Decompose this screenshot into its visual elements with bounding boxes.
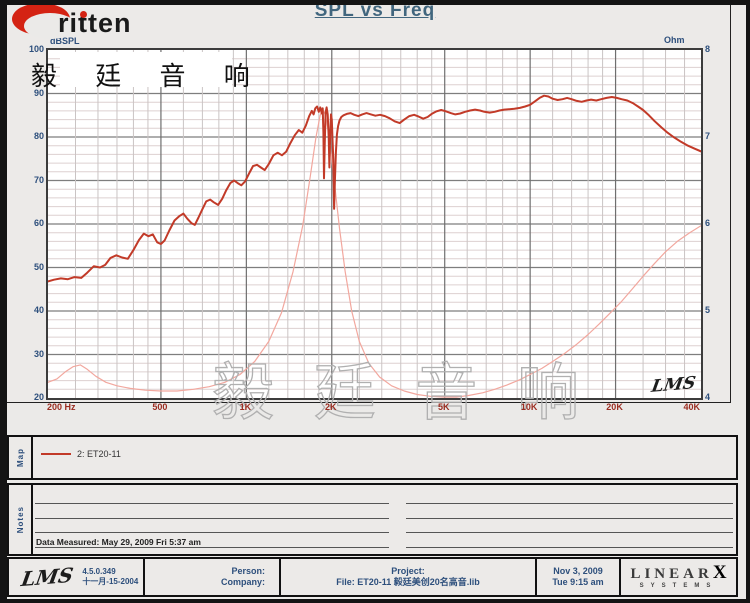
y-right-tick-label: 4 — [705, 392, 711, 402]
brand-strip-background — [60, 52, 232, 87]
y-right-tick-label: 7 — [705, 131, 711, 141]
series-impedance — [48, 108, 701, 398]
version-date: 十一月-15-2004 — [82, 577, 139, 586]
y-left-tick-label: 30 — [33, 348, 44, 359]
person-label: Person: — [231, 566, 265, 576]
legend-swatch — [41, 453, 71, 455]
note-line — [35, 547, 389, 548]
spl-vs-freq-plot — [48, 50, 701, 398]
x-tick-label: 10K — [520, 402, 538, 412]
x-tick-label: 5K — [437, 402, 450, 412]
note-line — [406, 532, 733, 533]
y-left-tick-label: 90 — [33, 87, 44, 98]
footer-person-cell: Person: Company: — [145, 559, 281, 595]
watermark-text: 毅 廷 音 响 — [211, 355, 590, 429]
x-tick-label: 500 — [152, 402, 168, 412]
y-right-tick-label: 6 — [705, 218, 711, 228]
legend-strip: Map 2: ET20-11 — [7, 435, 738, 480]
chart-frame — [0, 0, 731, 403]
lms-footer-logo: LMS — [19, 562, 75, 592]
linearx-x: X — [712, 561, 727, 583]
y-left-tick-label: 60 — [33, 218, 44, 228]
plot-area — [46, 48, 703, 400]
legend-item: 2: ET20-11 — [41, 449, 121, 459]
y-right-tick-label: 5 — [705, 305, 711, 315]
note-line — [406, 503, 733, 504]
footer-time: Tue 9:15 am — [552, 577, 604, 587]
brand-chinese-name: 毅 廷 音 响 — [31, 62, 265, 92]
company-label: Company: — [220, 577, 265, 587]
legend-side-label: Map — [15, 448, 25, 467]
lms-plot-logo: LMS — [650, 373, 698, 397]
note-line — [406, 547, 733, 548]
data-measured-text: Data Measured: May 29, 2009 Fri 5:37 am — [36, 537, 201, 547]
y-left-tick-label: 70 — [33, 174, 44, 185]
brand-i-dot — [80, 11, 87, 18]
project-file: File: ET20-11 毅廷美创20名高音.lib — [336, 577, 480, 587]
footer-linearx-cell: LINEARX SYSTEMS — [621, 559, 736, 595]
x-tick-label: 1K — [239, 402, 252, 412]
linearx-systems: SYSTEMS — [639, 582, 718, 589]
footer-date: Nov 3, 2009 — [553, 566, 603, 576]
series-2-et20-11 — [48, 94, 701, 283]
project-label: Project: — [391, 566, 425, 576]
footer-datetime-cell: Nov 3, 2009 Tue 9:15 am — [537, 559, 621, 595]
notes-side-label: Notes — [15, 505, 25, 534]
y-left-tick-label: 80 — [33, 131, 44, 141]
x-tick-label: 20K — [606, 402, 623, 412]
note-line — [35, 503, 389, 504]
legend-label: 2: ET20-11 — [77, 449, 121, 459]
version-block: 4.5.0.349 十一月-15-2004 — [82, 567, 138, 587]
footer-lms-cell: LMS 4.5.0.349 十一月-15-2004 — [9, 559, 145, 595]
brand-swoosh-icon — [12, 3, 76, 39]
brand-name: ritten — [58, 8, 132, 38]
x-tick-label: 40K — [683, 402, 700, 412]
note-line — [35, 518, 389, 519]
version-number: 4.5.0.349 — [82, 567, 116, 576]
footer-project-cell: Project: File: ET20-11 毅廷美创20名高音.lib — [281, 559, 537, 595]
legend-side-cell: Map — [9, 437, 33, 478]
linearx-logo: LINEARX — [630, 561, 727, 583]
y-right-tick-label: 8 — [705, 44, 711, 54]
page-title: SPL vs Freq — [314, 0, 436, 21]
notes-side-cell: Notes — [9, 485, 33, 554]
y-left-tick-label: 50 — [33, 261, 44, 272]
swoosh-inner — [24, 13, 76, 39]
y-axis-right-unit-label: Ohm — [664, 35, 685, 45]
y-left-tick-label: 20 — [33, 392, 44, 402]
x-tick-label: 200 Hz — [47, 402, 76, 412]
note-line — [406, 518, 733, 519]
linearx-word: LINEAR — [630, 565, 713, 582]
y-axis-left-unit-label: dBSPL — [50, 36, 80, 46]
notes-strip: Notes Data Measured: May 29, 2009 Fri 5:… — [7, 483, 738, 556]
x-tick-label: 2K — [325, 402, 337, 412]
y-left-tick-label: 100 — [28, 44, 44, 54]
note-line — [35, 532, 389, 533]
footer-bar: LMS 4.5.0.349 十一月-15-2004 Person: Compan… — [7, 557, 738, 597]
y-left-tick-label: 40 — [33, 305, 44, 315]
